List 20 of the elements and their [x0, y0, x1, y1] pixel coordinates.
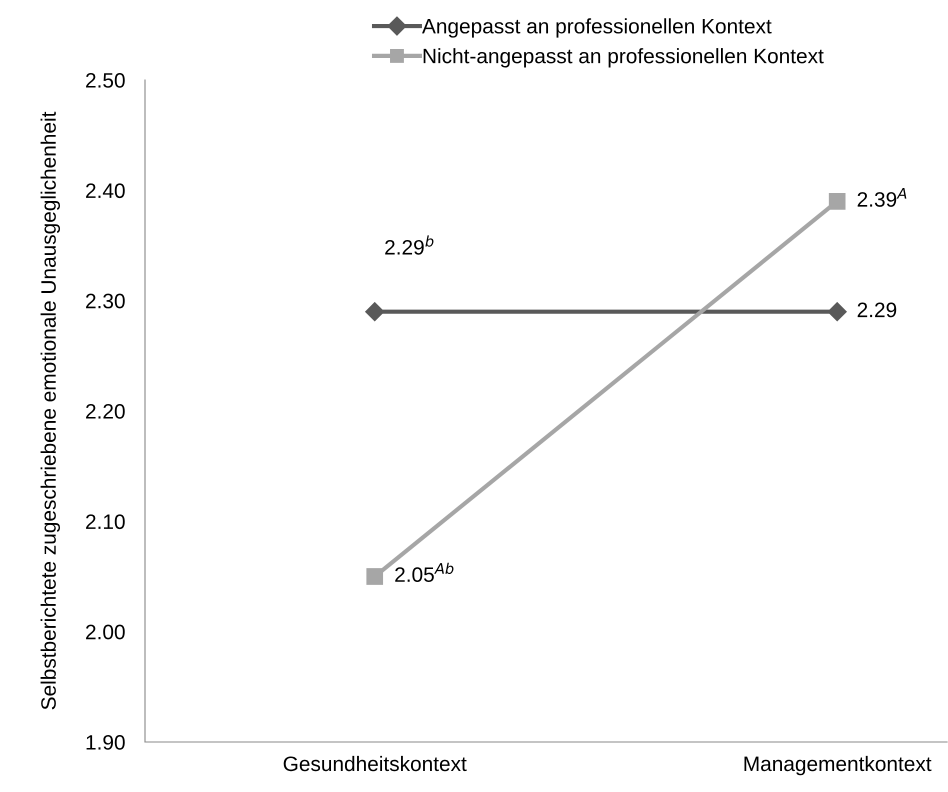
x-tick-label: Gesundheitskontext — [284, 756, 467, 772]
data-label: 2.29 — [858, 302, 896, 318]
y-tick-label: 2.30 — [86, 294, 125, 308]
point — [365, 302, 384, 322]
point — [828, 193, 846, 210]
legend-label: Nicht-angepasst an professionellen Kontext — [424, 48, 824, 68]
data-label: 2.05$^{Ab}$ — [395, 562, 454, 582]
y-tick-label: 2.00 — [86, 624, 125, 640]
y-tick-label: 1.90 — [86, 735, 125, 750]
data-label: 2.39$^{A}$ — [858, 188, 906, 207]
y-tick-label: 2.20 — [86, 404, 125, 419]
legend-label: Angepasst an professionellen Kontext — [422, 18, 772, 38]
data-label: 2.29$^{b}$ — [385, 235, 434, 255]
point — [366, 568, 384, 585]
y-tick-label: 2.10 — [86, 514, 125, 530]
point — [828, 302, 847, 322]
y-tick-label: 2.50 — [86, 73, 125, 88]
y-tick-label: 2.40 — [86, 183, 125, 198]
x-tick-label: Managementkontext — [744, 756, 932, 776]
y-axis-title: Selbstberichtete zugeschriebene emotionale Unausgeglichenheit — [40, 112, 60, 710]
